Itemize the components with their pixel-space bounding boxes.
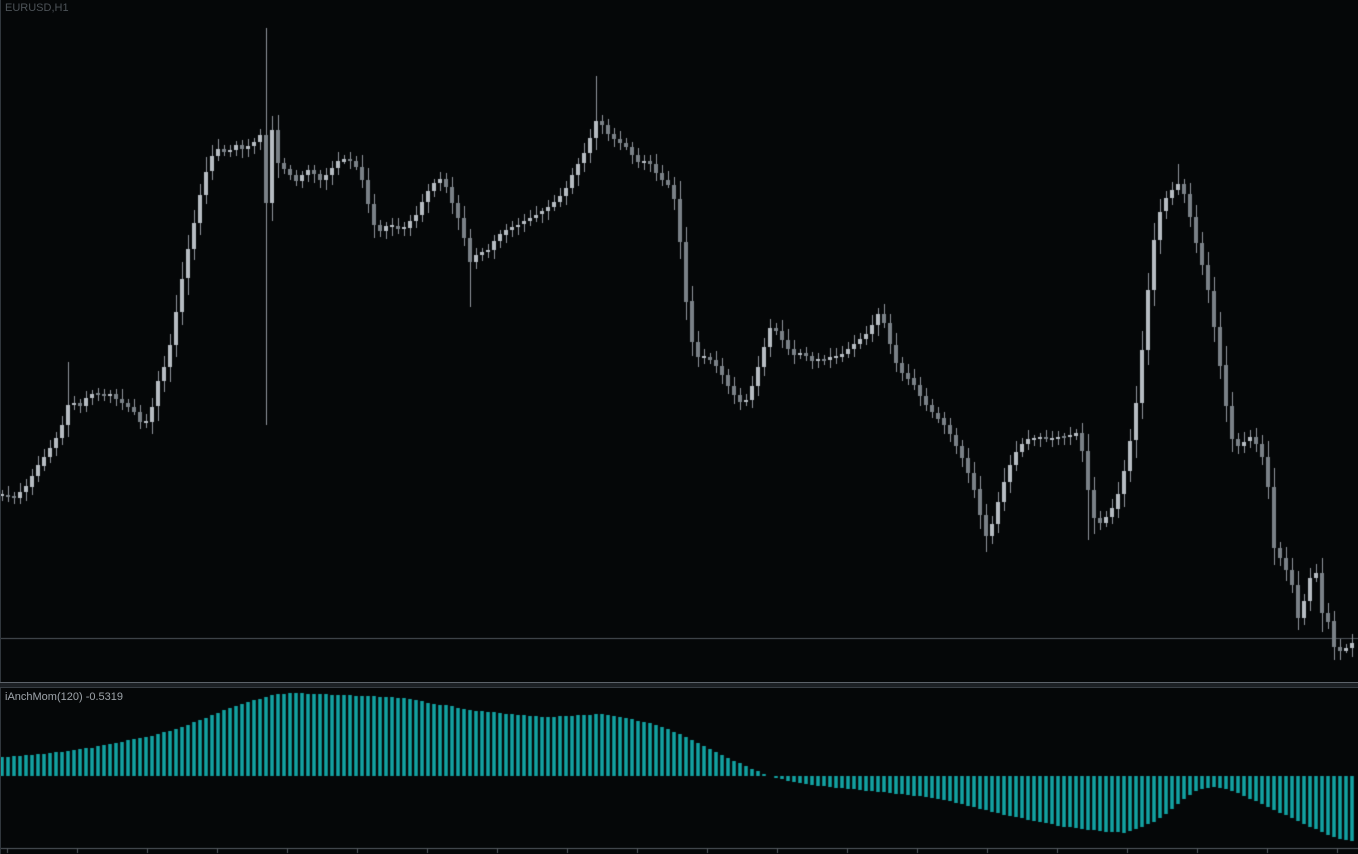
chart-left-border (0, 0, 1, 854)
symbol-period-label: EURUSD,H1 (5, 2, 69, 14)
panel-splitter-handle[interactable] (0, 682, 1358, 688)
momentum-indicator-canvas[interactable] (0, 688, 1358, 854)
indicator-value-label: iAnchMom(120) -0.5319 (5, 691, 124, 703)
price-chart-canvas[interactable] (0, 0, 1358, 682)
